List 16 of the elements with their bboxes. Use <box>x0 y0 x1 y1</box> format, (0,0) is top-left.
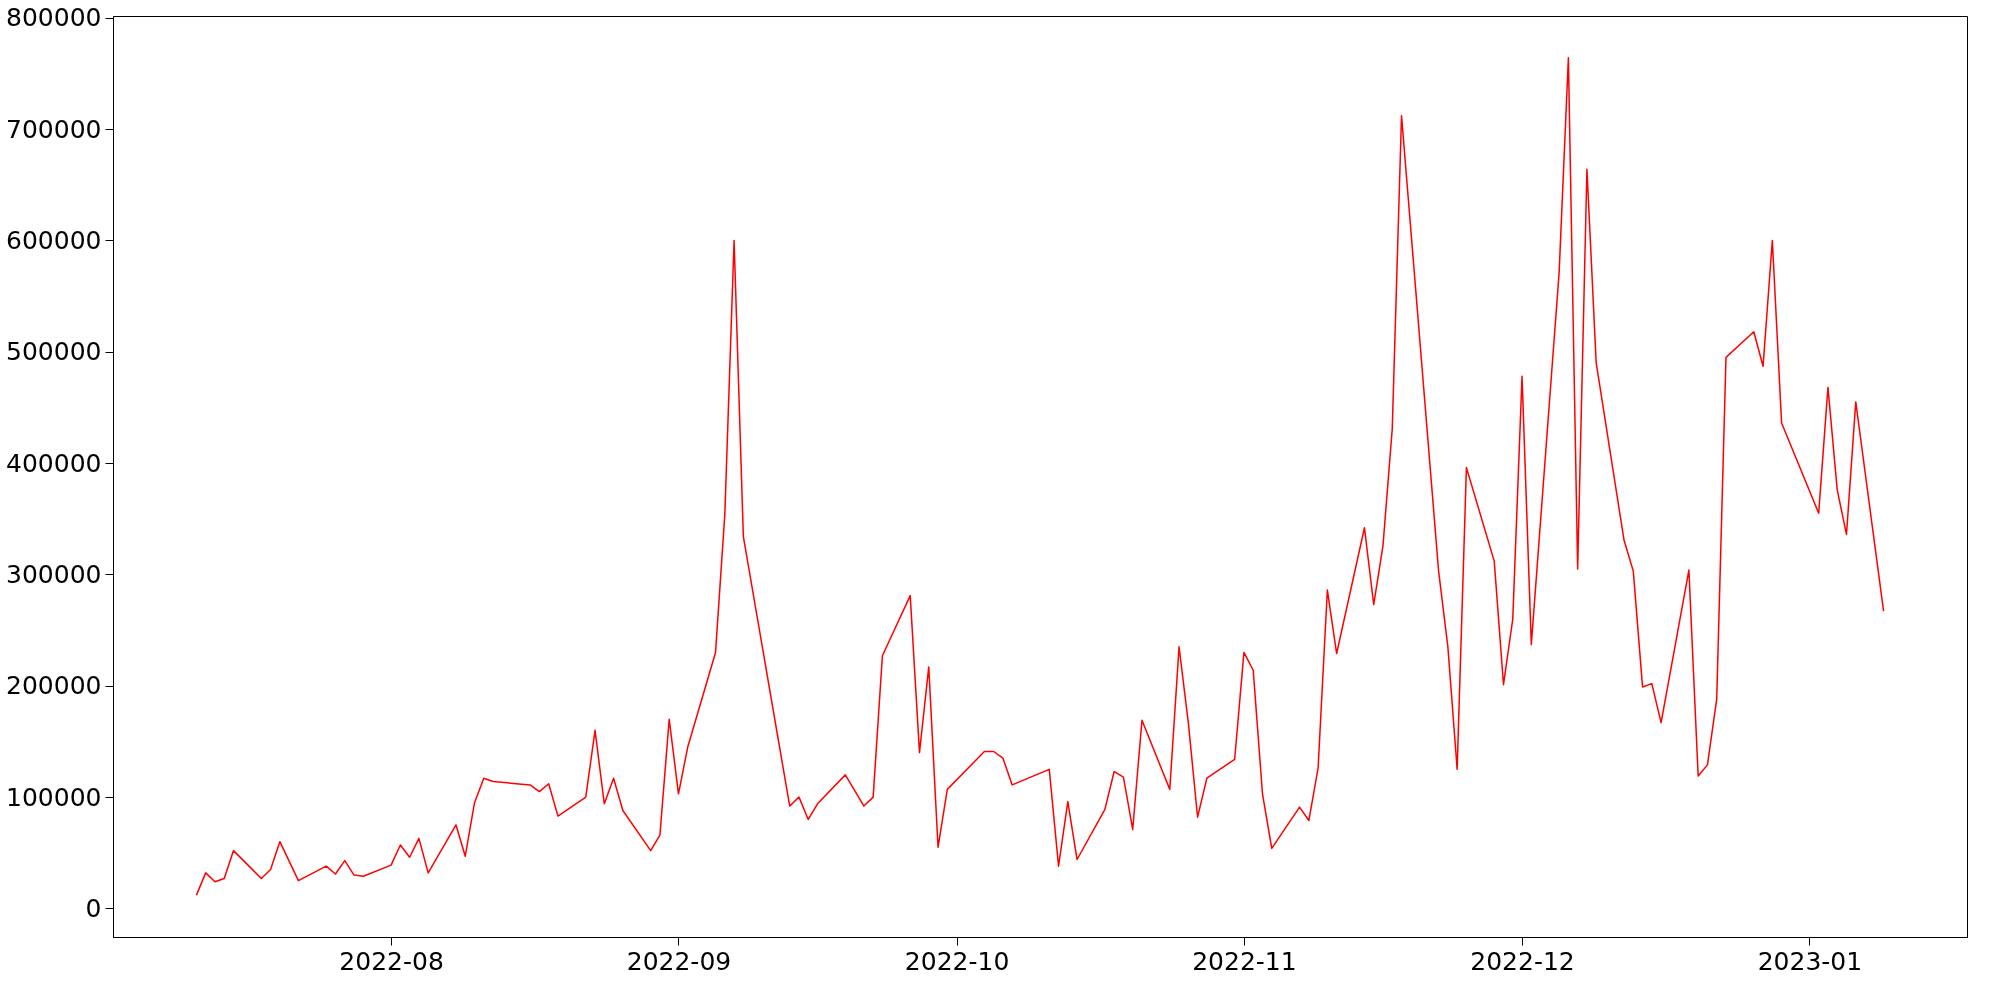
y-tick-label: 100000 <box>6 782 102 812</box>
x-tick-label: 2023-01 <box>1757 946 1863 976</box>
line-series <box>195 57 1885 896</box>
y-tick-label: 500000 <box>6 337 102 367</box>
y-tick-label: 700000 <box>6 114 102 144</box>
x-tick-label: 2022-12 <box>1470 946 1575 976</box>
y-tick-label: 600000 <box>6 225 102 255</box>
y-tick-label: 400000 <box>6 448 102 478</box>
x-tick-label: 2022-09 <box>626 946 732 976</box>
y-tick-label: 300000 <box>6 559 102 589</box>
y-tick-label: 200000 <box>6 671 102 701</box>
y-tick-label: 0 <box>85 894 102 923</box>
y-tick-label: 800000 <box>6 3 102 33</box>
x-tick-label: 2022-10 <box>904 946 1010 976</box>
x-tick-label: 2022-08 <box>339 946 444 976</box>
x-tick-label: 2022-11 <box>1192 946 1297 976</box>
